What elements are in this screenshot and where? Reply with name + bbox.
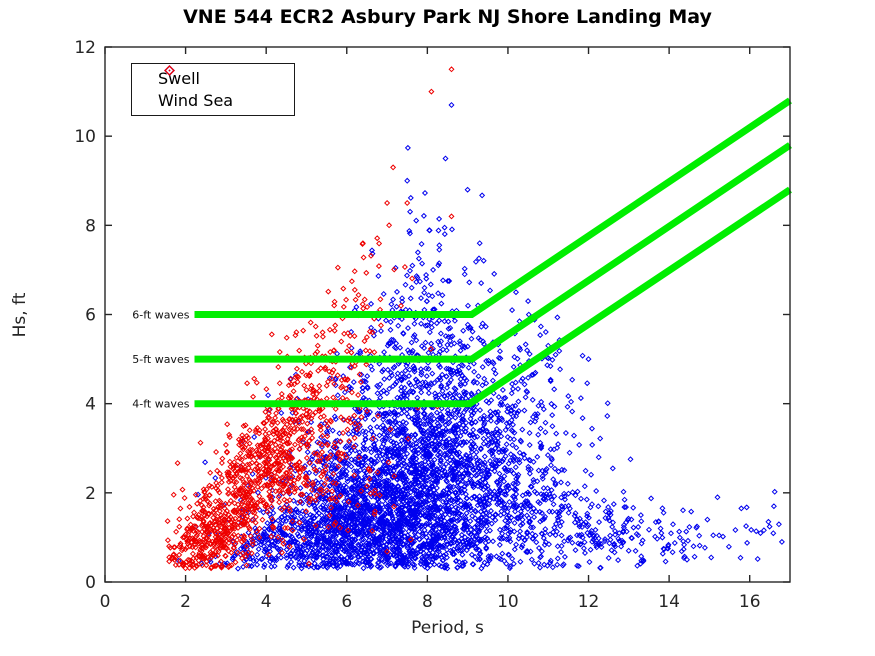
x-tick-label: 12 xyxy=(578,592,600,612)
chart-title: VNE 544 ECR2 Asbury Park NJ Shore Landin… xyxy=(183,6,712,28)
y-axis-label: Hs, ft xyxy=(10,292,30,338)
legend-item-swell: Swell xyxy=(132,65,294,89)
y-axis: 0 2 4 6 8 10 12 xyxy=(74,38,790,593)
wind-sea-diamond-icon xyxy=(164,65,175,76)
x-tick-label: 2 xyxy=(180,592,191,612)
x-tick-label: 4 xyxy=(261,592,272,612)
x-axis: 0 2 4 6 8 10 12 14 16 xyxy=(100,47,761,612)
scatter-layer xyxy=(164,66,785,572)
y-tick-label: 4 xyxy=(85,395,96,415)
y-tick-label: 10 xyxy=(74,127,96,147)
x-tick-label: 8 xyxy=(422,592,433,612)
x-tick-label: 14 xyxy=(658,592,680,612)
x-axis-label: Period, s xyxy=(411,618,484,638)
y-tick-label: 6 xyxy=(85,306,96,326)
y-tick-label: 0 xyxy=(85,573,96,593)
legend-label-wind-sea: Wind Sea xyxy=(158,91,234,111)
reference-line-5-ft-waves xyxy=(194,142,792,363)
series-wind-sea-points xyxy=(164,66,455,572)
x-tick-label: 6 xyxy=(341,592,352,612)
x-tick-label: 0 xyxy=(100,592,111,612)
y-tick-label: 2 xyxy=(85,484,96,504)
y-tick-label: 8 xyxy=(85,216,96,236)
series-swell-points xyxy=(175,101,785,572)
reference-line-4-ft-waves xyxy=(194,186,792,408)
reference-line-label-5-ft-waves: 5-ft waves xyxy=(132,353,189,366)
reference-line-6-ft-waves xyxy=(194,97,792,318)
reference-line-label-4-ft-waves: 4-ft waves xyxy=(132,398,189,411)
y-tick-label: 12 xyxy=(74,38,96,58)
x-tick-label: 10 xyxy=(497,592,519,612)
legend: Swell Wind Sea xyxy=(131,63,295,116)
legend-item-wind-sea: Wind Sea xyxy=(132,65,294,112)
x-tick-label: 16 xyxy=(739,592,761,612)
reference-line-label-6-ft-waves: 6-ft waves xyxy=(132,309,189,322)
